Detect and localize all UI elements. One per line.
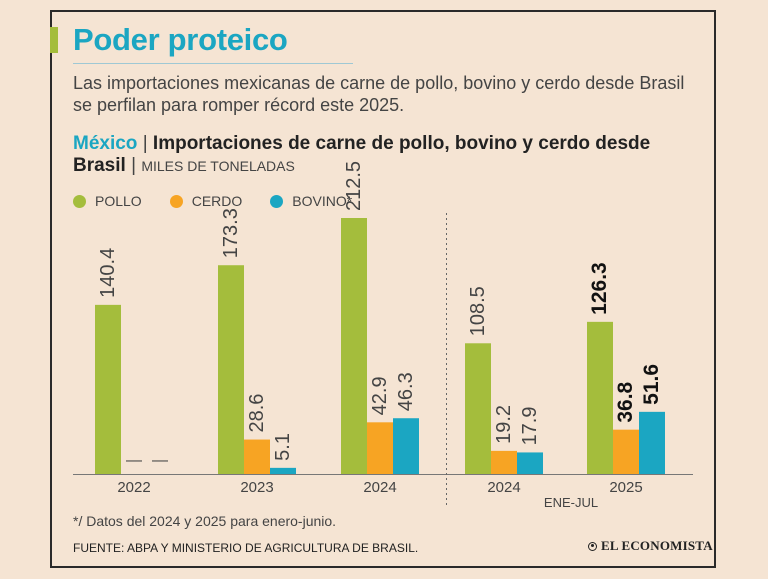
x-tick-label-3: 2024	[487, 479, 520, 496]
logo-text: EL ECONOMISTA	[601, 538, 713, 553]
subtitle: Las importaciones mexicanas de carne de …	[73, 73, 685, 115]
bar-pollo-3	[465, 343, 491, 474]
x-tick-label-4: 2025	[609, 479, 642, 496]
legend-item-pollo: POLLO	[73, 193, 142, 209]
bar-bovino-3	[517, 452, 543, 474]
data-label-bovino-0: —	[152, 452, 168, 469]
x-tick-label-0: 2022	[117, 479, 150, 496]
data-label-pollo-0: 140.4	[97, 248, 119, 298]
heading-units: MILES DE TONELADAS	[141, 158, 295, 174]
data-label-cerdo-0: —	[126, 452, 142, 469]
data-label-cerdo-4: 36.8	[614, 381, 637, 422]
logo-mark-icon	[588, 541, 597, 551]
data-label-cerdo-2: 42.9	[369, 376, 391, 415]
x-tick-label-2: 2024	[363, 479, 396, 496]
bar-cerdo-3	[491, 450, 517, 474]
x-tick-label-1: 2023	[240, 479, 273, 496]
bar-pollo-1	[218, 265, 244, 474]
bar-pollo-2	[341, 218, 367, 474]
data-label-cerdo-1: 28.6	[246, 394, 268, 433]
period-label: ENE-JUL	[544, 495, 598, 510]
data-label-pollo-3: 108.5	[467, 286, 489, 336]
legend-label-pollo: POLLO	[95, 193, 142, 209]
legend-label-cerdo: CERDO	[191, 193, 243, 209]
bar-bovino-1	[270, 467, 296, 474]
bar-bovino-2	[393, 418, 419, 474]
title-divider	[73, 63, 353, 64]
title-accent-bar	[50, 27, 58, 53]
data-label-bovino-3: 17.9	[519, 406, 541, 445]
heading-text: Importaciones de carne de pollo, bovino …	[73, 133, 651, 176]
legend-item-bovino: BOVINO*	[270, 193, 352, 209]
data-label-bovino-1: 5.1	[272, 433, 294, 461]
bar-pollo-4	[587, 321, 613, 474]
chart-heading: México | Importaciones de carne de pollo…	[73, 133, 693, 177]
bar-pollo-0	[95, 304, 121, 474]
bar-bovino-4	[639, 411, 665, 474]
bar-cerdo-4	[613, 429, 639, 474]
data-label-cerdo-3: 19.2	[493, 405, 515, 444]
data-label-pollo-4: 126.3	[588, 262, 611, 315]
units-separator: |	[131, 155, 137, 176]
bar-cerdo-1	[244, 439, 270, 474]
data-label-pollo-2: 212.5	[343, 161, 365, 211]
chart-legend: POLLO CERDO BOVINO*	[73, 192, 380, 210]
footnote: */ Datos del 2024 y 2025 para enero-juni…	[73, 513, 337, 529]
heading-country: México	[73, 133, 138, 154]
publisher-logo: EL ECONOMISTA	[588, 538, 713, 554]
page-title: Poder proteico	[73, 22, 288, 57]
data-label-bovino-2: 46.3	[395, 372, 417, 411]
source-text: FUENTE: ABPA Y MINISTERIO DE AGRICULTURA…	[73, 541, 419, 555]
legend-label-bovino: BOVINO*	[292, 193, 353, 209]
heading-separator: |	[142, 133, 148, 154]
data-label-pollo-1: 173.3	[220, 208, 242, 258]
legend-dot-cerdo-icon	[169, 194, 183, 208]
legend-item-cerdo: CERDO	[169, 193, 243, 209]
legend-dot-bovino-icon	[270, 194, 284, 208]
bar-cerdo-2	[367, 422, 393, 474]
chart-frame	[50, 10, 716, 568]
data-label-bovino-4: 51.6	[640, 364, 663, 405]
legend-dot-pollo-icon	[73, 194, 86, 208]
